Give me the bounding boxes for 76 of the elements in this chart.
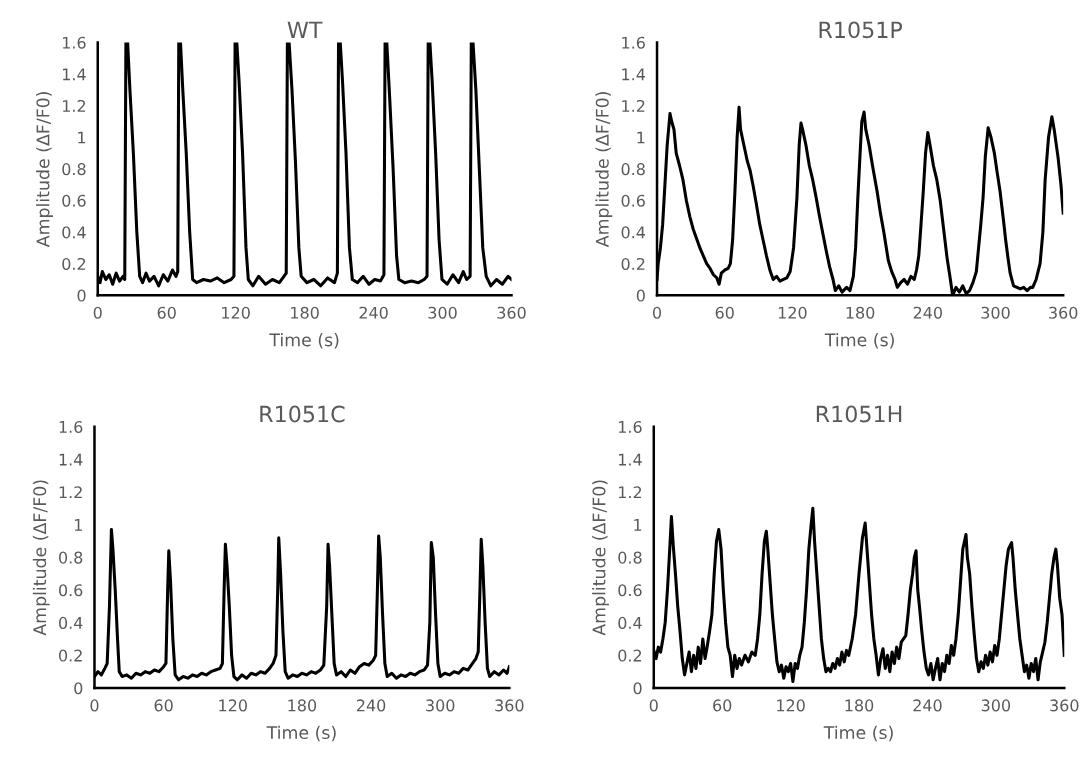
y-tick-label: 1.2 [62,99,86,112]
y-tick-label: 1.4 [622,68,646,81]
x-axis-title: Time (s) [269,332,339,349]
x-tick-label: 240 [913,699,942,712]
chart-title: R1051C [260,405,345,423]
y-tick-label: 0.6 [59,584,83,597]
y-tick-label: 1.2 [622,99,645,112]
y-tick-label: 1 [637,131,645,144]
y-tick-label: 1.6 [622,36,645,49]
y-tick-label: 1.6 [619,420,642,433]
x-tick-label: 120 [222,306,250,319]
y-tick-label: 0.6 [62,194,86,207]
y-tick-label: 1 [74,519,82,531]
x-tick-label: 60 [715,306,734,319]
x-tick-label: 0 [90,699,99,712]
y-tick-label: 0.4 [62,226,86,239]
x-tick-label: 240 [913,306,942,319]
y-tick-label: 1.2 [619,486,642,499]
x-tick-label: 120 [777,699,805,712]
y-axis-title: Amplitude (ΔF/F0) [36,92,53,248]
y-tick-label: 1 [78,131,86,144]
y-tick-label: 0 [74,682,83,695]
x-tick-label: 300 [981,699,1011,712]
x-axis-title: Time (s) [266,725,336,742]
y-tick-label: 0.2 [59,649,82,662]
y-tick-label: 0.4 [59,616,83,629]
x-axis-title: Time (s) [823,725,893,742]
chart-title: R1051H [816,405,902,423]
y-tick-label: 1.6 [62,36,86,49]
x-tick-label: 180 [288,699,317,712]
x-tick-label: 0 [93,306,102,319]
x-tick-label: 360 [497,306,526,319]
y-tick-label: 1.4 [619,453,642,466]
x-tick-label: 240 [356,699,386,712]
x-tick-label: 300 [428,306,457,319]
x-tick-label: 360 [1049,306,1078,319]
chart-title: WT [287,21,323,38]
y-tick-label: 0.2 [621,257,645,270]
y-tick-label: 0.2 [618,649,642,662]
y-tick-label: 0.4 [618,616,642,629]
x-tick-label: 60 [154,699,173,712]
y-tick-label: 0.6 [618,584,642,597]
y-tick-label: 0.2 [62,257,86,270]
x-tick-label: 120 [778,306,807,319]
x-tick-label: 300 [981,306,1010,319]
x-tick-label: 240 [359,306,388,319]
y-tick-label: 0.8 [62,163,86,176]
y-tick-label: 0.8 [59,551,83,564]
x-tick-label: 180 [846,306,875,319]
y-tick-label: 1.6 [59,420,83,433]
y-tick-label: 1.4 [59,453,83,466]
x-axis-title: Time (s) [824,332,894,349]
x-tick-label: 180 [845,699,874,712]
x-tick-label: 0 [649,699,658,712]
y-tick-label: 0.4 [621,226,646,239]
x-tick-label: 300 [426,699,455,712]
y-axis-title: Amplitude (ΔF/F0) [595,92,613,248]
x-tick-label: 120 [219,699,247,712]
y-axis-title: Amplitude (ΔF/F0) [32,480,50,636]
y-axis-title: Amplitude (ΔF/F0) [592,480,609,636]
chart-title: R1051P [819,21,903,39]
y-tick-label: 0 [633,682,642,695]
x-tick-label: 60 [713,699,732,712]
x-tick-label: 180 [291,306,319,319]
y-tick-label: 0.8 [621,163,645,176]
y-tick-label: 0 [636,289,645,302]
x-tick-label: 0 [653,306,662,319]
y-tick-label: 1.4 [62,68,86,81]
y-tick-label: 0.8 [618,551,642,564]
x-tick-label: 360 [1050,699,1079,712]
y-tick-label: 0 [77,289,86,302]
y-tick-label: 1.2 [59,486,82,499]
y-tick-label: 1 [634,519,642,531]
x-tick-label: 360 [495,699,524,712]
y-tick-label: 0.6 [621,194,645,207]
x-tick-label: 60 [157,306,176,319]
